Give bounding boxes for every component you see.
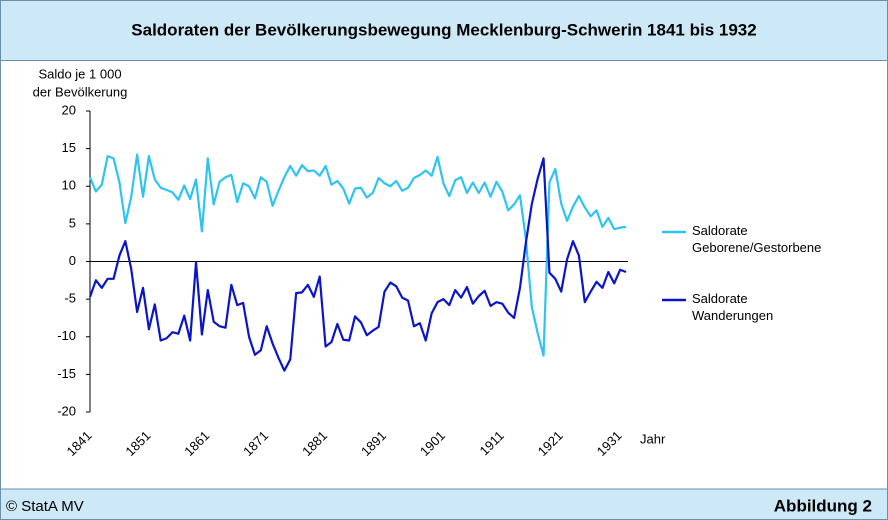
legend-label: Saldorate Wanderungen bbox=[692, 291, 773, 323]
y-tick-label: -5 bbox=[64, 291, 76, 306]
y-tick-label: 20 bbox=[62, 102, 76, 117]
footer-source: © StatA MV bbox=[6, 498, 84, 515]
chart-title: Saldoraten der Bevölkerungsbewegung Meck… bbox=[131, 20, 756, 39]
x-axis-label: Jahr bbox=[640, 431, 666, 446]
series-line bbox=[88, 157, 627, 372]
footer-band bbox=[0, 488, 888, 520]
y-tick-label: -15 bbox=[57, 366, 76, 381]
legend-label: Saldorate Geborene/Gestorbene bbox=[692, 223, 821, 255]
y-tick-label: -20 bbox=[57, 403, 76, 418]
series-line bbox=[88, 153, 627, 357]
y-tick-label: 5 bbox=[69, 215, 76, 230]
footer-figure: Abbildung 2 bbox=[774, 496, 872, 515]
y-tick-label: 10 bbox=[62, 178, 76, 193]
y-tick-label: -10 bbox=[57, 328, 76, 343]
y-tick-label: 15 bbox=[62, 140, 76, 155]
y-axis-label: Saldo je 1 000 bbox=[38, 66, 121, 81]
y-tick-label: 0 bbox=[69, 253, 76, 268]
y-axis-label: der Bevölkerung bbox=[33, 84, 128, 99]
title-band bbox=[0, 0, 888, 61]
